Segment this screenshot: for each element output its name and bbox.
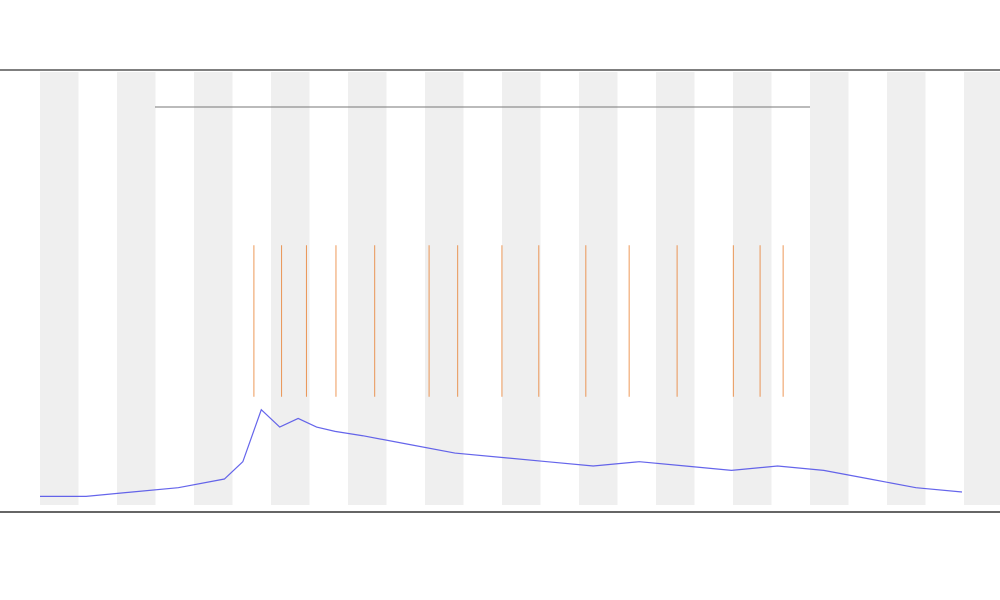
trace-line <box>40 408 963 497</box>
x-band <box>117 72 156 505</box>
x-band <box>579 72 618 505</box>
x-band <box>194 72 233 505</box>
x-band <box>733 72 772 505</box>
x-band <box>656 72 695 505</box>
main-trace <box>40 408 963 497</box>
event-marks <box>253 245 784 397</box>
x-band <box>502 72 541 505</box>
x-band <box>887 72 926 505</box>
x-band <box>271 72 310 505</box>
x-band <box>348 72 387 505</box>
x-band <box>425 72 464 505</box>
x-band <box>40 72 79 505</box>
x-band <box>964 72 1000 505</box>
x-bands <box>40 72 1000 505</box>
x-band <box>810 72 849 505</box>
